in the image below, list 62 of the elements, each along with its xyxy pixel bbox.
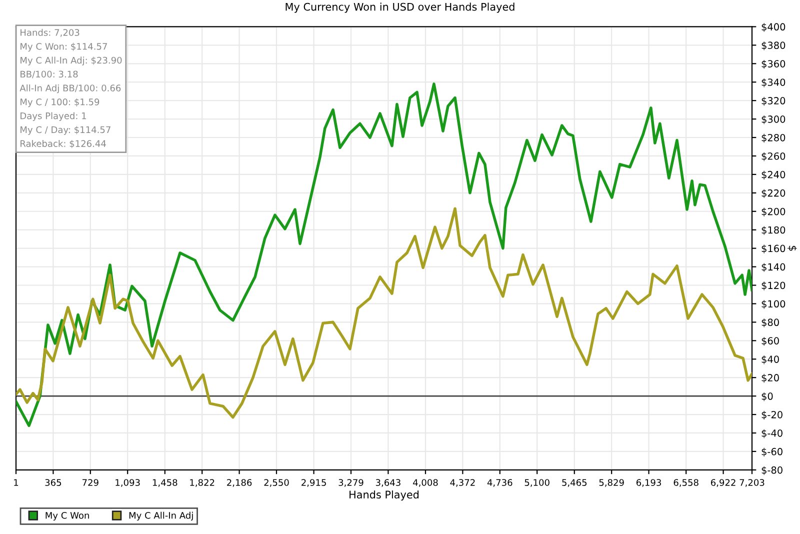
- y-tick-label: $380: [762, 41, 786, 50]
- x-tick-label: 7,203: [740, 479, 764, 487]
- annotation: My C / 100: $1.59: [20, 98, 100, 108]
- y-tick-label: $-60: [762, 448, 782, 457]
- x-tick-label: 1,458: [152, 479, 178, 487]
- x-tick-label: 4,372: [450, 479, 475, 487]
- annotation: Rakeback: $126.44: [20, 140, 106, 148]
- annotation: My C Won: $114.57: [20, 42, 107, 52]
- x-tick-label: 3,643: [376, 479, 400, 487]
- x-tick-label: 2,915: [302, 479, 326, 487]
- y-axis-title: $: [787, 246, 797, 251]
- y-tick-label: $240: [762, 170, 786, 180]
- annotation: BB/100: 3.18: [20, 70, 78, 78]
- y-tick-label: $340: [762, 78, 786, 88]
- annotation: All-In Adj BB/100: 0.66: [20, 84, 121, 94]
- y-tick-label: $180: [762, 226, 786, 235]
- x-tick-label: 4,008: [413, 479, 438, 487]
- legend-label: My C All-In Adj: [129, 512, 193, 521]
- line-series: [16, 82, 752, 427]
- y-tick-label: $300: [762, 115, 786, 124]
- y-tick-label: $320: [762, 96, 786, 106]
- x-tick-label: 1,093: [116, 479, 140, 487]
- y-tick-label: $140: [762, 263, 786, 272]
- x-tick-label: 365: [45, 479, 62, 486]
- x-tick-label: 5,465: [562, 479, 587, 487]
- x-tick-label: 6,922: [710, 479, 736, 487]
- chart-title: My Currency Won in USD over Hands Played: [286, 2, 514, 13]
- y-tick-label: $-40: [762, 429, 782, 438]
- x-axis-title: Hands Played: [350, 490, 419, 501]
- y-tick-label: $160: [762, 244, 786, 254]
- y-tick-label: $360: [762, 60, 786, 69]
- y-tick-label: $-20: [762, 410, 782, 420]
- y-tick-label: $60: [762, 336, 779, 346]
- y-tick-label: $20: [762, 374, 779, 383]
- y-tick-label: $400: [762, 23, 786, 32]
- y-tick-label: $280: [762, 134, 786, 143]
- x-tick-label: 6,193: [636, 479, 661, 487]
- x-tick-label: 1: [14, 479, 18, 486]
- y-tick-label: $100: [762, 300, 786, 309]
- x-tick-label: 1,822: [190, 479, 214, 487]
- annotation: Hands: 7,203: [20, 28, 80, 37]
- x-tick-label: 5,100: [524, 479, 550, 487]
- x-tick-label: 2,186: [227, 479, 252, 487]
- x-tick-label: 729: [82, 479, 98, 486]
- y-tick-label: $0: [762, 392, 773, 402]
- annotation: My C All-In Adj: $23.90: [20, 56, 122, 66]
- y-tick-label: $260: [762, 152, 786, 162]
- y-tick-label: $220: [762, 189, 786, 198]
- y-tick-label: $-80: [762, 466, 782, 476]
- x-tick-label: 5,829: [599, 479, 624, 487]
- x-tick-label: 6,558: [674, 479, 698, 487]
- y-tick-label: $120: [762, 282, 786, 290]
- legend-label: My C Won: [46, 512, 89, 521]
- y-tick-label: $200: [762, 208, 786, 216]
- annotation: My C / Day: $114.57: [20, 126, 110, 135]
- annotation: Days Played: 1: [20, 112, 86, 121]
- y-tick-label: $40: [762, 355, 779, 364]
- line-series: [16, 207, 752, 419]
- y-tick-label: $80: [762, 318, 779, 328]
- x-tick-label: 3,279: [338, 479, 364, 487]
- x-tick-label: 4,736: [487, 479, 512, 487]
- x-tick-label: 2,550: [264, 479, 289, 487]
